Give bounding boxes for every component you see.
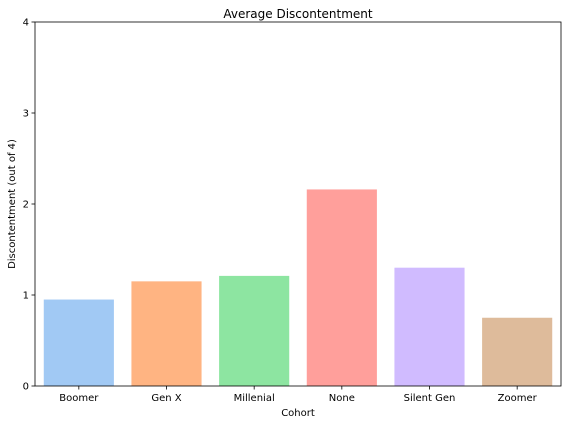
chart-title: Average Discontentment [223,7,373,21]
x-tick-label: Millenial [234,393,275,404]
plot-frame [34,21,562,387]
x-axis: Boomer Gen X Millenial None Silent Gen Zoomer [59,386,538,404]
bars-layer [43,189,553,386]
y-axis-title: Discontentment (out of 4) [7,139,18,269]
y-tick-label: 3 [23,109,29,120]
bar-boomer [43,299,114,386]
x-tick-label: Silent Gen [404,393,456,404]
x-tick-label: Zoomer [498,393,538,404]
x-tick-label: None [329,393,355,404]
bar-gen-x [131,281,202,386]
y-tick-label: 4 [23,18,29,29]
y-tick-label: 0 [23,382,29,393]
x-tick-label: Gen X [151,393,181,404]
bar-none [306,189,377,386]
y-axis: 0 1 2 3 4 [23,18,35,393]
y-tick-label: 2 [23,200,29,211]
x-axis-title: Cohort [281,408,315,419]
bar-millenial [219,275,290,386]
y-tick-label: 1 [23,291,29,302]
bar-zoomer [482,317,553,386]
bar-silent-gen [394,267,465,386]
x-tick-label: Boomer [59,393,99,404]
